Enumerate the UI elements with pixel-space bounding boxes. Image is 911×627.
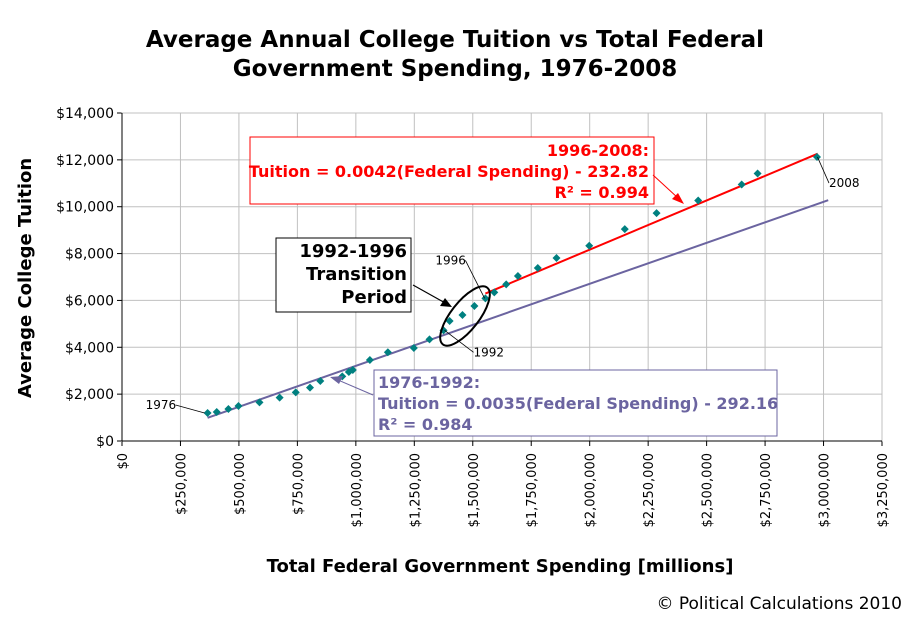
- point-label: 1996: [435, 253, 466, 267]
- x-tick-label: $2,250,000: [642, 453, 657, 527]
- data-point: [306, 383, 315, 392]
- data-point: [513, 271, 522, 280]
- data-point: [425, 335, 434, 344]
- data-point: [224, 404, 233, 413]
- annotation-text: 1992-1996: [299, 241, 407, 262]
- data-point: [275, 393, 284, 402]
- data-point: [458, 311, 467, 320]
- data-point: [203, 409, 212, 418]
- data-point: [812, 153, 821, 162]
- y-tick-label: $6,000: [65, 293, 114, 309]
- equation-text: Tuition = 0.0035(Federal Spending) - 292…: [378, 394, 778, 413]
- x-tick-label: $1,750,000: [525, 453, 540, 527]
- data-point: [212, 407, 221, 416]
- x-tick-label: $3,250,000: [876, 453, 891, 527]
- x-tick-label: $1,000,000: [350, 453, 365, 527]
- data-point: [652, 209, 661, 218]
- arrowhead-icon: [440, 298, 452, 307]
- data-point: [620, 225, 629, 234]
- x-tick-label: $0: [116, 453, 131, 470]
- equation-arrow: [652, 174, 679, 199]
- x-tick-label: $2,000,000: [584, 453, 599, 527]
- data-point: [533, 264, 542, 273]
- arrowhead-icon: [672, 193, 684, 204]
- transition-ellipse: [439, 285, 491, 347]
- data-point: [502, 280, 511, 289]
- data-point: [694, 196, 703, 205]
- x-tick-label: $2,750,000: [759, 453, 774, 527]
- data-point: [753, 169, 762, 178]
- point-label: 1976: [146, 398, 177, 412]
- data-point: [552, 253, 561, 262]
- y-tick-label: $4,000: [65, 340, 114, 356]
- x-tick-label: $1,250,000: [408, 453, 423, 527]
- y-tick-label: $10,000: [56, 200, 114, 216]
- y-tick-label: $8,000: [65, 247, 114, 263]
- point-label-leader: [817, 156, 830, 184]
- chart-title: Government Spending, 1976-2008: [233, 56, 677, 82]
- data-point: [383, 348, 392, 357]
- point-label: 1992: [474, 345, 505, 359]
- data-point: [445, 316, 454, 325]
- y-tick-label: $2,000: [65, 387, 114, 403]
- y-tick-label: $14,000: [56, 106, 114, 122]
- copyright: © Political Calculations 2010: [656, 594, 902, 614]
- x-tick-label: $1,500,000: [467, 453, 482, 527]
- equation-box-1976-1992: [373, 369, 778, 437]
- equation-text: 1996-2008:: [547, 141, 649, 160]
- point-label: 2008: [829, 176, 860, 190]
- data-point: [316, 376, 325, 385]
- x-tick-label: $750,000: [291, 453, 306, 515]
- equation-text: Tuition = 0.0042(Federal Spending) - 232…: [249, 162, 649, 181]
- annotation-arrow: [412, 284, 448, 305]
- data-point: [490, 288, 499, 297]
- data-point: [365, 356, 374, 365]
- x-axis-label: Total Federal Government Spending [milli…: [267, 556, 734, 577]
- arrowhead-icon: [330, 376, 343, 384]
- y-tick-label: $0: [96, 434, 114, 450]
- data-point: [470, 302, 479, 311]
- equation-text: 1976-1992:: [378, 373, 480, 392]
- data-point: [291, 388, 300, 397]
- data-point: [348, 366, 357, 375]
- equation-arrow: [337, 379, 374, 396]
- x-tick-label: $250,000: [174, 453, 189, 515]
- data-point: [409, 344, 418, 353]
- x-tick-label: $500,000: [233, 453, 248, 515]
- trendline: [207, 199, 829, 419]
- x-tick-label: $2,500,000: [701, 453, 716, 527]
- equation-text: R² = 0.984: [378, 415, 472, 434]
- annotation-box: [275, 237, 412, 313]
- data-point: [585, 241, 594, 250]
- x-tick-label: $3,000,000: [818, 453, 833, 527]
- data-point: [234, 401, 243, 410]
- y-axis-label: Average College Tuition: [15, 158, 36, 398]
- annotation-text: Period: [341, 287, 407, 308]
- annotation-text: Transition: [306, 264, 407, 285]
- y-tick-label: $12,000: [56, 153, 114, 169]
- point-label-leader: [175, 404, 205, 414]
- data-point: [737, 180, 746, 189]
- equation-box-1996-2008: [249, 136, 655, 205]
- data-point: [255, 398, 264, 407]
- trendline: [485, 152, 819, 295]
- point-label-leader: [465, 260, 485, 299]
- equation-text: R² = 0.994: [555, 183, 649, 202]
- chart-title: Average Annual College Tuition vs Total …: [146, 27, 764, 53]
